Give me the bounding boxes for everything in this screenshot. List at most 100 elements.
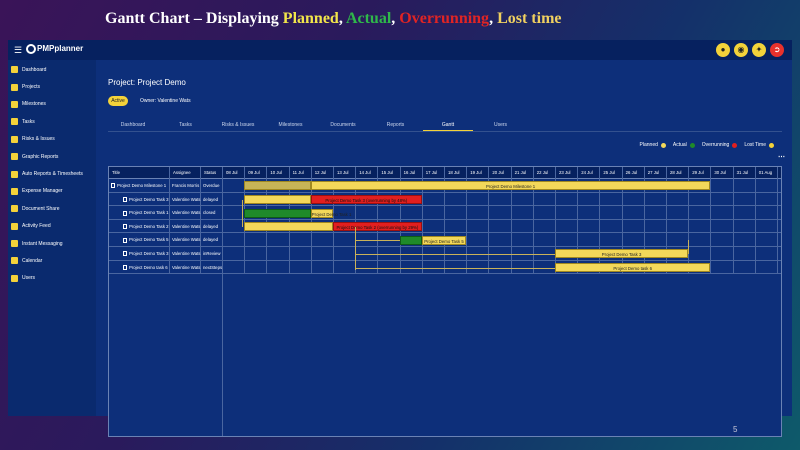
date-header: 23 Jul	[559, 170, 571, 175]
sidebar-item-activity-feed[interactable]: Activity Feed	[8, 218, 96, 235]
sidebar-item-risks-issues[interactable]: Risks & Issues	[8, 131, 96, 148]
legend-overrunning-label: Overrunning	[701, 142, 730, 148]
sidebar-item-milestones[interactable]: Milestones	[8, 96, 96, 113]
tab-documents[interactable]: Documents	[330, 122, 356, 128]
sidebar-item-tasks[interactable]: Tasks	[8, 113, 96, 130]
tab-dashboard[interactable]: Dashboard	[120, 122, 146, 128]
grid-line	[288, 167, 290, 275]
row-assignee: Valentine Wats	[172, 196, 201, 202]
gantt-row[interactable]: Project Demo Task 3 Valentine Wats delayed	[109, 193, 781, 207]
sidebar-item-label: Tasks	[22, 118, 35, 125]
date-header: 19 Jul	[470, 170, 482, 175]
sidebar-item-expense-manager[interactable]: Expense Manager	[8, 183, 96, 200]
sidebar-item-document-share[interactable]: Document Share	[8, 200, 96, 217]
logo[interactable]: PMPplanner	[26, 44, 83, 54]
gantt-bar-planned[interactable]: Project Demo Milestone 1	[310, 181, 711, 191]
sidebar-item-dashboard[interactable]: Dashboard	[8, 61, 96, 78]
row-title: Project Demo Task 1	[123, 206, 171, 220]
date-header: 17 Jul	[425, 170, 438, 175]
date-header: 09 Jul	[248, 170, 260, 175]
row-status: nextSteps	[203, 264, 222, 270]
gantt-bar-planned[interactable]: Project Demo Task 5	[421, 235, 467, 245]
sidebar-item-graphic-reports[interactable]: Graphic Reports	[8, 148, 96, 165]
gantt-bar-planned[interactable]: Project Demo Task 1	[310, 208, 351, 218]
date-header: 24 Jul	[581, 170, 593, 175]
folder-icon	[11, 205, 18, 213]
gantt-bar-planned[interactable]: Project Demo task 6	[555, 262, 711, 272]
sidebar-item-label: Dashboard	[22, 66, 47, 73]
more-options-icon[interactable]: ⋯	[778, 154, 785, 161]
date-header: 31 Jul	[736, 170, 749, 175]
date-header: 25 Jul	[603, 170, 615, 175]
milestone-icon	[111, 183, 115, 189]
date-header: 14 Jul	[359, 170, 371, 175]
grid-line	[377, 167, 379, 275]
gantt-bar-actual[interactable]	[399, 235, 422, 245]
folder-icon	[11, 83, 18, 91]
gantt-row[interactable]: Project Demo Task 5 Valentine Wats delayed	[109, 233, 781, 247]
gantt-row[interactable]: Project Demo Task 2 Valentine Wats delayed	[109, 220, 781, 234]
users-icon	[11, 274, 18, 282]
logout-icon[interactable]: ➲	[770, 43, 784, 57]
gantt-bar-planned[interactable]	[244, 194, 311, 204]
dependency-line	[688, 240, 690, 254]
row-assignee: Valentine Wats	[172, 210, 201, 216]
gantt-row[interactable]: Project Demo task 6 Valentine Wats nextSte…	[109, 261, 781, 275]
list-icon	[11, 118, 18, 126]
row-status: inReview	[203, 251, 221, 256]
gantt-bar-actual[interactable]	[244, 208, 311, 218]
grid-line	[621, 167, 623, 275]
grid-line	[310, 167, 312, 275]
date-header: 29 Jul	[692, 170, 704, 175]
date-header: 20 Jul	[492, 170, 504, 175]
date-header: 13 Jul	[337, 170, 349, 175]
col-assignee-header[interactable]: Assignee	[173, 170, 191, 175]
tab-gantt[interactable]: Gantt	[423, 120, 473, 131]
tab-users[interactable]: Users	[493, 122, 508, 128]
menu-icon[interactable]: ☰	[14, 45, 23, 55]
sidebar-item-auto-reports-timesheets[interactable]: Auto Reports & Timesheets	[8, 165, 96, 182]
sidebar-item-label: Expense Manager	[22, 188, 63, 195]
sidebar-item-calendar[interactable]: Calendar	[8, 252, 96, 269]
gantt-bar-over[interactable]: Project Demo Task 3 (overrunning by 48%)	[310, 194, 422, 204]
gantt-bar-lost[interactable]	[244, 181, 311, 191]
bell-icon[interactable]: ●	[716, 43, 730, 57]
gantt-bar-over[interactable]: Project Demo Task 2 (overrunning by 29%)	[333, 222, 422, 232]
grid-line	[532, 167, 534, 275]
date-header: 10 Jul	[270, 170, 282, 175]
gantt-bar-planned[interactable]: Project Demo Task 3	[555, 249, 689, 259]
grid-line	[754, 167, 756, 275]
sidebar-item-projects[interactable]: Projects	[8, 78, 96, 95]
settings-icon[interactable]: ✦	[752, 43, 766, 57]
legend-overrunning-dot	[732, 142, 738, 148]
gantt-row[interactable]: Project Demo Milestone 1 Francis Morris Ov…	[109, 179, 781, 193]
tab-risks-issues[interactable]: Risks & Issues	[221, 122, 255, 128]
gantt-bar-planned[interactable]	[244, 222, 333, 232]
col-title-header[interactable]: Title	[112, 170, 120, 175]
date-header: 11 Jul	[292, 170, 304, 175]
legend-actual-label: Actual	[672, 142, 687, 148]
gantt-row[interactable]: Project Demo Task 3 Valentine Wats inRevie…	[109, 247, 781, 261]
sidebar-item-users[interactable]: Users	[8, 270, 96, 287]
tab-milestones[interactable]: Milestones	[278, 122, 303, 128]
row-assignee: Valentine Wats	[172, 237, 201, 243]
dependency-line	[242, 199, 244, 227]
chat-icon[interactable]: ◉	[734, 43, 748, 57]
app-window: ☰ PMPplanner ● ◉ ✦ ➲ Dashboard Projects Mi…	[8, 40, 792, 437]
date-header: 18 Jul	[448, 170, 460, 175]
gantt-row[interactable]: Project Demo Task 1 Valentine Wats closed	[109, 206, 781, 220]
date-header: 21 Jul	[514, 170, 527, 175]
date-header: 26 Jul	[625, 170, 638, 175]
row-assignee: Valentine Wats	[172, 223, 201, 229]
date-header: 16 Jul	[403, 170, 416, 175]
date-header: 12 Jul	[314, 170, 327, 175]
tab-reports[interactable]: Reports	[386, 122, 405, 128]
grid-line	[444, 167, 445, 275]
title-actual: Actual	[345, 10, 392, 27]
sidebar-item-instant-messaging[interactable]: Instant Messaging	[8, 235, 96, 252]
tab-tasks[interactable]: Tasks	[179, 122, 192, 128]
dependency-line	[355, 226, 357, 270]
col-status-header[interactable]: Status	[204, 170, 217, 175]
grid-line	[688, 167, 690, 275]
status-badge[interactable]: Active	[108, 96, 128, 106]
